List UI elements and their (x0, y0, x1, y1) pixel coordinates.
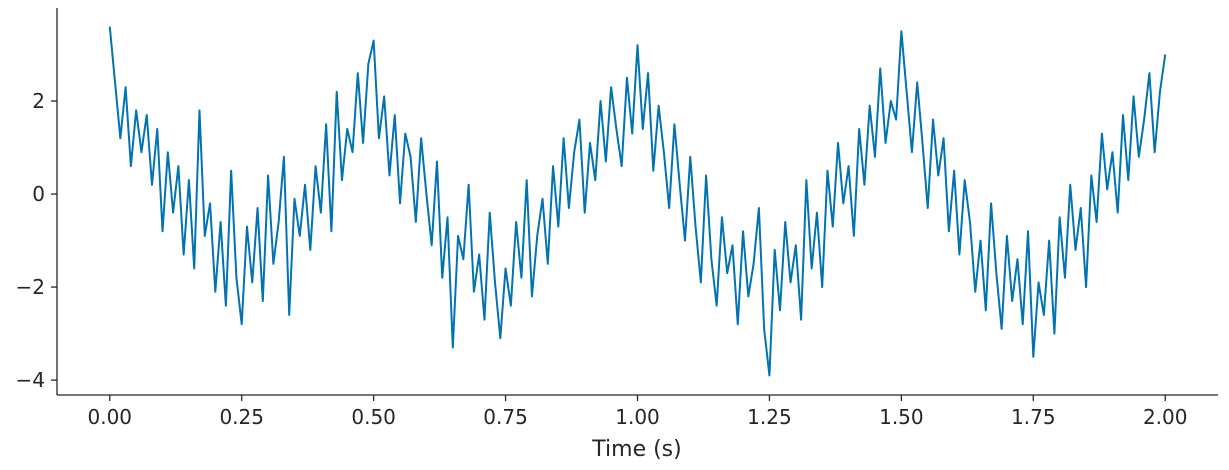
line (108, 26, 1167, 377)
x-axis-label: Time (s) (591, 437, 681, 462)
x-tick-label: 1.50 (879, 405, 924, 429)
x-tick-label: 1.25 (747, 405, 792, 429)
x-tick-label: 0.50 (351, 405, 396, 429)
y-tick-label: 0 (32, 182, 45, 206)
y-tick-label: −2 (16, 275, 45, 299)
x-tick-label: 1.75 (1011, 405, 1056, 429)
y-tick-label: 2 (32, 89, 45, 113)
x-tick-label: 0.25 (219, 405, 264, 429)
x-tick-label: 0.75 (483, 405, 528, 429)
x-tick-label: 0.00 (88, 405, 133, 429)
x-tick-label: 2.00 (1143, 405, 1188, 429)
y-tick-label: −4 (16, 368, 45, 392)
x-tick-label: 1.00 (615, 405, 660, 429)
